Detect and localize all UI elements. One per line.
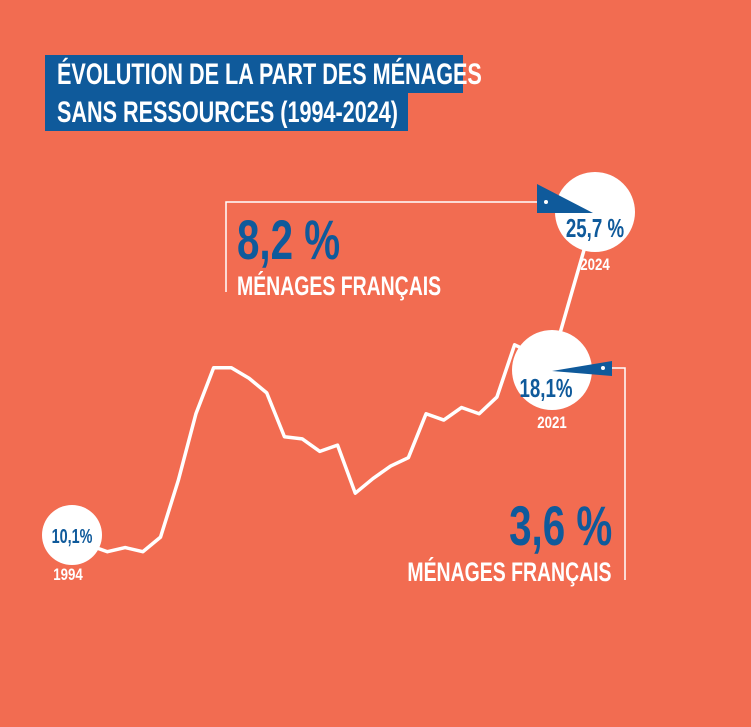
chart-title-line-1: ÉVOLUTION DE LA PART DES MÉNAGES [45,55,482,93]
highlight-circle-2021 [512,330,592,410]
highlight-year-1994: 1994 [53,566,83,585]
callout-value: 8,2 % [237,208,341,271]
callout-connector-2024 [225,201,546,292]
callout-label: MÉNAGES FRANÇAIS [237,271,442,301]
title-text-1: ÉVOLUTION DE LA PART DES MÉNAGES [57,58,482,91]
chart-title-line-2: SANS RESSOURCES (1994-2024) [45,93,408,131]
callout-label: MÉNAGES FRANÇAIS [407,557,612,587]
pointer-wedge-2021 [552,361,612,376]
pointer-wedge-2024 [537,184,593,213]
highlight-value-2021: 18,1% [519,373,572,403]
pointer-dot-2024 [544,200,548,204]
title-text-2: SANS RESSOURCES (1994-2024) [57,96,398,129]
highlight-circle-1994 [42,505,102,565]
callout-2021: 3,6 % MÉNAGES FRANÇAIS [328,494,612,587]
highlight-year-2024: 2024 [580,256,610,275]
callout-value: 3,6 % [508,494,612,557]
pointer-dot-2021 [601,366,605,370]
highlight-value-1994: 10,1% [52,525,93,548]
highlight-circle-2024 [555,172,635,252]
highlight-value-2024: 25,7 % [566,213,624,243]
highlight-year-2021: 2021 [537,414,567,433]
callout-2024: 8,2 % MÉNAGES FRANÇAIS [237,208,521,301]
